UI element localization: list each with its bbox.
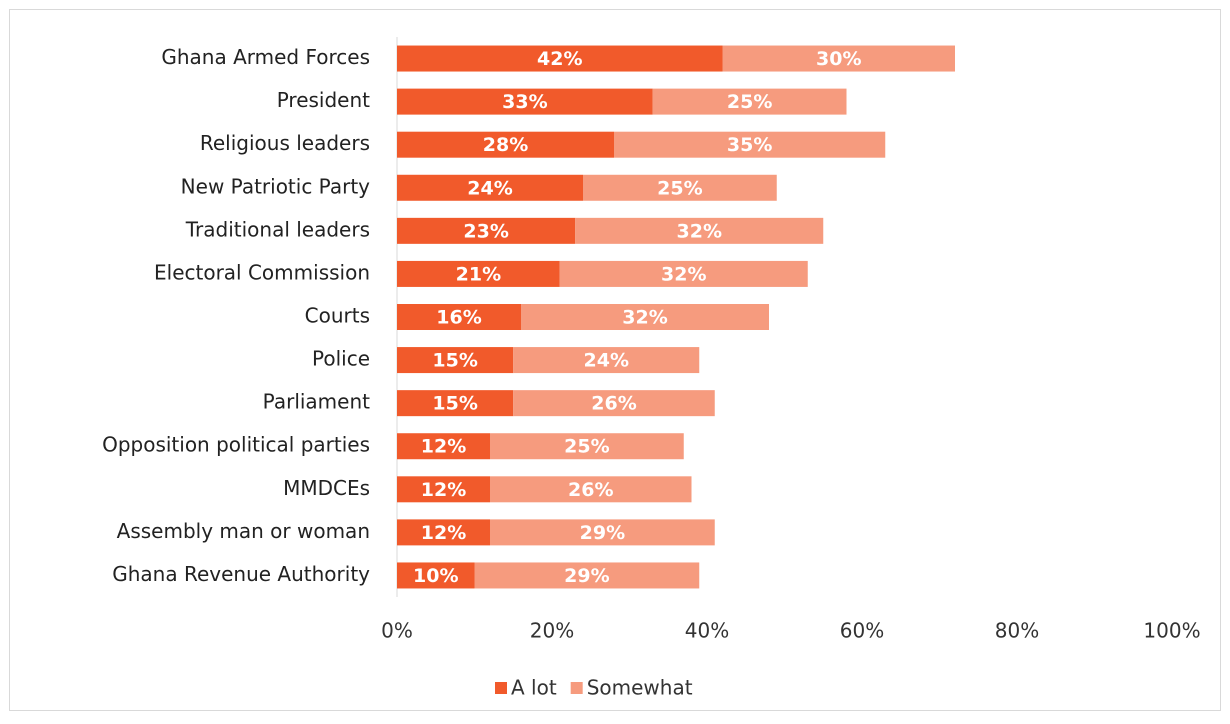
bar-segment — [397, 88, 653, 115]
category-label: Opposition political parties — [102, 433, 370, 457]
data-label: 42% — [537, 48, 582, 70]
bar-segment — [397, 476, 490, 503]
category-label: MMDCEs — [283, 476, 370, 500]
bar-segment — [397, 217, 576, 244]
data-label: 28% — [483, 134, 528, 156]
bar-segment — [513, 347, 700, 374]
bar-segment — [397, 174, 583, 201]
data-label: 23% — [463, 220, 508, 242]
bar-segment — [521, 304, 769, 330]
category-label: Courts — [305, 304, 370, 328]
category-label: Ghana Revenue Authority — [112, 562, 370, 586]
data-label: 24% — [584, 350, 629, 372]
bar-segment — [397, 390, 514, 417]
category-label: Police — [312, 347, 370, 371]
bar-segment — [575, 217, 824, 244]
data-label: 30% — [816, 48, 861, 70]
x-tick-label: 0% — [381, 619, 413, 643]
data-label: 12% — [421, 436, 466, 458]
x-tick-label: 40% — [685, 619, 729, 643]
category-label: President — [277, 88, 370, 112]
bar-segment — [397, 45, 723, 72]
category-label: Ghana Armed Forces — [161, 45, 370, 69]
data-label: 25% — [657, 177, 702, 199]
legend-label: Somewhat — [587, 676, 693, 700]
data-label: 32% — [677, 220, 722, 242]
bar-segment — [490, 433, 684, 460]
bar-segment — [397, 433, 490, 460]
data-label: 25% — [727, 91, 772, 113]
bar-segment — [722, 45, 955, 72]
bar-segment — [652, 88, 847, 115]
bar-segment — [397, 519, 490, 546]
x-tick-label: 80% — [995, 619, 1039, 643]
bar-segment — [490, 519, 715, 546]
data-label: 10% — [413, 565, 458, 587]
bar-segment — [559, 260, 808, 287]
data-label: 33% — [502, 91, 547, 113]
data-label: 29% — [564, 565, 609, 587]
bar-segment — [397, 260, 560, 287]
legend-swatch — [495, 682, 507, 694]
bar-segment — [474, 562, 700, 589]
data-label: 21% — [456, 263, 501, 285]
data-label: 32% — [661, 263, 706, 285]
category-label: Religious leaders — [200, 131, 370, 155]
x-tick-label: 60% — [840, 619, 884, 643]
bar-segment — [490, 476, 692, 503]
data-label: 12% — [421, 479, 466, 501]
data-label: 16% — [436, 307, 481, 329]
bar-segment — [513, 390, 715, 417]
data-label: 26% — [568, 479, 613, 501]
legend-label: A lot — [511, 676, 557, 700]
category-label: Electoral Commission — [154, 260, 370, 284]
data-label: 12% — [421, 522, 466, 544]
x-tick-label: 100% — [1143, 619, 1200, 643]
category-label: Parliament — [263, 390, 370, 414]
data-label: 25% — [564, 436, 609, 458]
x-tick-label: 20% — [530, 619, 574, 643]
data-label: 32% — [622, 307, 667, 329]
category-label: Assembly man or woman — [117, 519, 370, 543]
data-label: 15% — [432, 350, 477, 372]
data-label: 35% — [727, 134, 772, 156]
legend-swatch — [570, 682, 583, 694]
bar-segment — [397, 347, 514, 374]
data-label: 24% — [467, 177, 512, 199]
data-label: 29% — [580, 522, 625, 544]
data-label: 26% — [591, 393, 636, 415]
bar-segment — [583, 174, 777, 201]
category-label: New Patriotic Party — [181, 174, 370, 198]
data-label: 15% — [432, 393, 477, 415]
bar-segment — [397, 562, 475, 589]
bar-segment — [397, 131, 614, 158]
bar-segment — [397, 304, 521, 330]
category-label: Traditional leaders — [185, 217, 370, 241]
bar-segment — [614, 131, 886, 158]
